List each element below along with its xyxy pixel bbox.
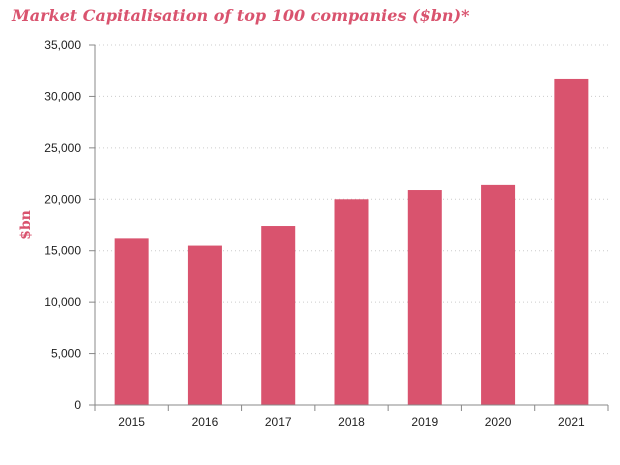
y-tick-labels: 0 5,000 10,000 15,000 20,000 25,000 30,000 35,0… [44,38,81,412]
y-tick-label: 35,000 [44,38,81,52]
bar-2018 [334,199,369,405]
y-tick-label: 5,000 [51,347,81,361]
x-tick-label: 2021 [558,415,585,429]
bar-2017 [261,226,296,405]
x-tick-label: 2015 [118,415,145,429]
x-tick-label: 2019 [411,415,438,429]
chart-title: Market Capitalisation of top 100 compani… [12,6,470,25]
x-tick-label: 2020 [485,415,512,429]
bar-2015 [114,238,149,405]
x-tick-labels: 2015 2016 2017 2018 2019 2020 2021 [118,415,585,429]
bar-2019 [407,190,442,405]
bar-2020 [481,184,516,405]
x-tick-label: 2018 [338,415,365,429]
y-tick-label: 25,000 [44,141,81,155]
y-axis-label: $bn [18,210,34,240]
x-tick-label: 2017 [265,415,292,429]
bars [114,78,589,405]
bar-2016 [187,245,222,405]
y-tick-label: 20,000 [44,192,81,206]
x-tick-label: 2016 [192,415,219,429]
bar-2021 [554,78,589,405]
y-tick-label: 30,000 [44,89,81,103]
axes [89,44,609,411]
y-tick-label: 0 [74,398,81,412]
y-tick-label: 15,000 [44,244,81,258]
y-tick-label: 10,000 [44,295,81,309]
